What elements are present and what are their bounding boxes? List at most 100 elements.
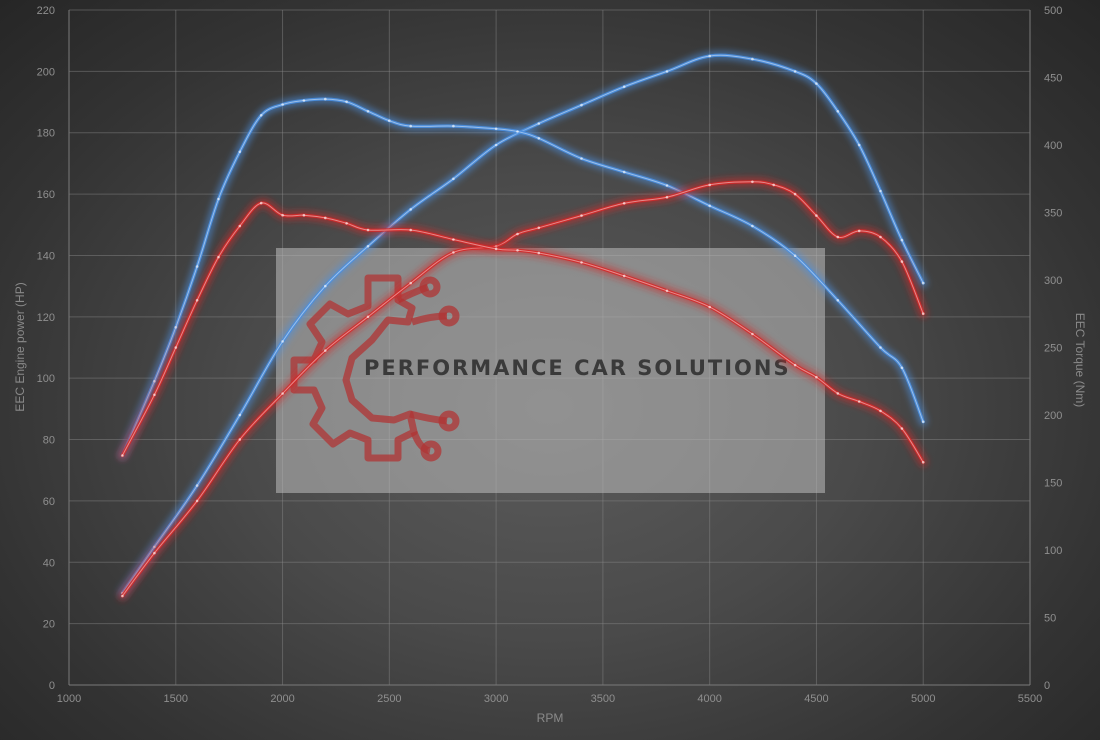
series-4-point xyxy=(345,222,348,225)
x-tick-label: 2500 xyxy=(377,693,401,705)
series-2-point xyxy=(217,197,220,201)
series-3-point xyxy=(537,226,541,230)
series-1-point xyxy=(494,143,498,147)
series-1-point xyxy=(195,484,199,487)
y-right-tick-label: 300 xyxy=(1044,275,1062,287)
series-4-point xyxy=(259,201,263,205)
series-2-point xyxy=(153,380,156,383)
series-4-point xyxy=(793,363,797,367)
series-3-point xyxy=(452,251,455,254)
series-1-point xyxy=(452,177,455,181)
series-1-point xyxy=(793,70,797,73)
series-1-point xyxy=(665,70,669,73)
series-4-point xyxy=(708,305,711,309)
gear-logo-icon xyxy=(290,274,460,462)
series-2-point xyxy=(879,346,882,349)
x-tick-label: 1500 xyxy=(164,693,188,705)
series-2-point xyxy=(494,127,498,131)
series-4-point xyxy=(494,247,498,251)
series-2-point xyxy=(836,299,840,302)
series-1-point xyxy=(281,340,284,343)
series-3-point xyxy=(121,594,124,598)
series-1-highlight xyxy=(121,54,924,594)
series-3-point xyxy=(580,214,583,217)
series-2-point xyxy=(345,100,348,104)
series-4-point xyxy=(622,274,626,278)
series-1-point xyxy=(836,110,840,113)
series-4-point xyxy=(121,454,124,457)
y-right-tick-label: 350 xyxy=(1044,208,1062,220)
y-right-tick-label: 150 xyxy=(1044,478,1062,490)
series-3-point xyxy=(195,499,199,503)
series-4-point xyxy=(900,427,904,430)
y-left-tick-label: 60 xyxy=(43,496,55,508)
series-3-point xyxy=(366,315,370,319)
series-2-point xyxy=(324,97,327,101)
series-1-point xyxy=(921,281,925,285)
series-2-point xyxy=(259,114,263,117)
y-right-tick-label: 200 xyxy=(1044,410,1062,422)
x-tick-label: 1000 xyxy=(57,693,81,705)
y-left-tick-label: 100 xyxy=(37,373,55,385)
series-2-point xyxy=(665,184,669,187)
x-tick-label: 2000 xyxy=(270,693,294,705)
series-2-point xyxy=(302,99,306,102)
series-4-point xyxy=(409,228,413,232)
watermark-text: PERFORMANCE CAR SOLUTIONS xyxy=(364,356,791,380)
series-3-point xyxy=(281,392,284,395)
series-2-point xyxy=(537,137,541,140)
series-3-point xyxy=(622,202,626,205)
series-4-point xyxy=(324,216,327,220)
series-3-point xyxy=(665,195,669,199)
series-3-point xyxy=(815,214,818,217)
x-tick-label: 3500 xyxy=(591,693,615,705)
series-1-point xyxy=(580,103,583,107)
series-1-line xyxy=(120,53,925,595)
series-4-point xyxy=(580,261,583,264)
series-2-highlight xyxy=(121,98,924,456)
series xyxy=(117,50,928,601)
series-2-point xyxy=(751,224,754,228)
series-4-point xyxy=(217,255,220,259)
series-1-point xyxy=(751,57,754,61)
series-2-line xyxy=(120,97,925,458)
series-3-point xyxy=(793,192,797,196)
series-2-point xyxy=(174,326,178,329)
y-right-tick-label: 400 xyxy=(1044,140,1062,152)
series-3-point xyxy=(324,349,327,352)
series-2-point xyxy=(452,124,455,128)
series-3-point xyxy=(921,312,925,316)
series-4-point xyxy=(537,251,541,255)
series-2-point xyxy=(516,130,519,133)
series-2-point xyxy=(238,150,242,154)
series-3-point xyxy=(238,438,242,441)
y-right-tick-label: 500 xyxy=(1044,5,1062,17)
x-tick-label: 5000 xyxy=(911,693,935,705)
series-3-point xyxy=(516,232,519,236)
series-3-point xyxy=(857,229,861,233)
y-left-tick-label: 40 xyxy=(43,557,55,569)
series-1-point xyxy=(324,284,327,288)
series-3-point xyxy=(751,180,754,184)
series-4-point xyxy=(153,393,156,397)
y-right-tick-label: 0 xyxy=(1044,680,1050,692)
series-2-point xyxy=(409,124,413,128)
series-1-point xyxy=(900,238,904,242)
series-4-point xyxy=(302,213,306,217)
y-right-tick-label: 250 xyxy=(1044,343,1062,355)
series-2-point xyxy=(900,366,904,370)
series-1-point xyxy=(879,189,882,193)
y-right-tick-label: 50 xyxy=(1044,613,1056,625)
series-4-point xyxy=(751,332,754,336)
series-2-point xyxy=(921,420,925,424)
y-left-tick-label: 120 xyxy=(37,312,55,324)
series-2-point xyxy=(793,254,797,257)
y-right-axis-title: EEC Torque (Nm) xyxy=(1073,313,1087,407)
series-3-point xyxy=(772,183,775,187)
y-left-tick-label: 220 xyxy=(37,5,55,17)
series-2-point xyxy=(388,119,391,122)
y-left-axis-title: EEC Engine power (HP) xyxy=(13,282,27,411)
series-1-point xyxy=(815,82,818,85)
